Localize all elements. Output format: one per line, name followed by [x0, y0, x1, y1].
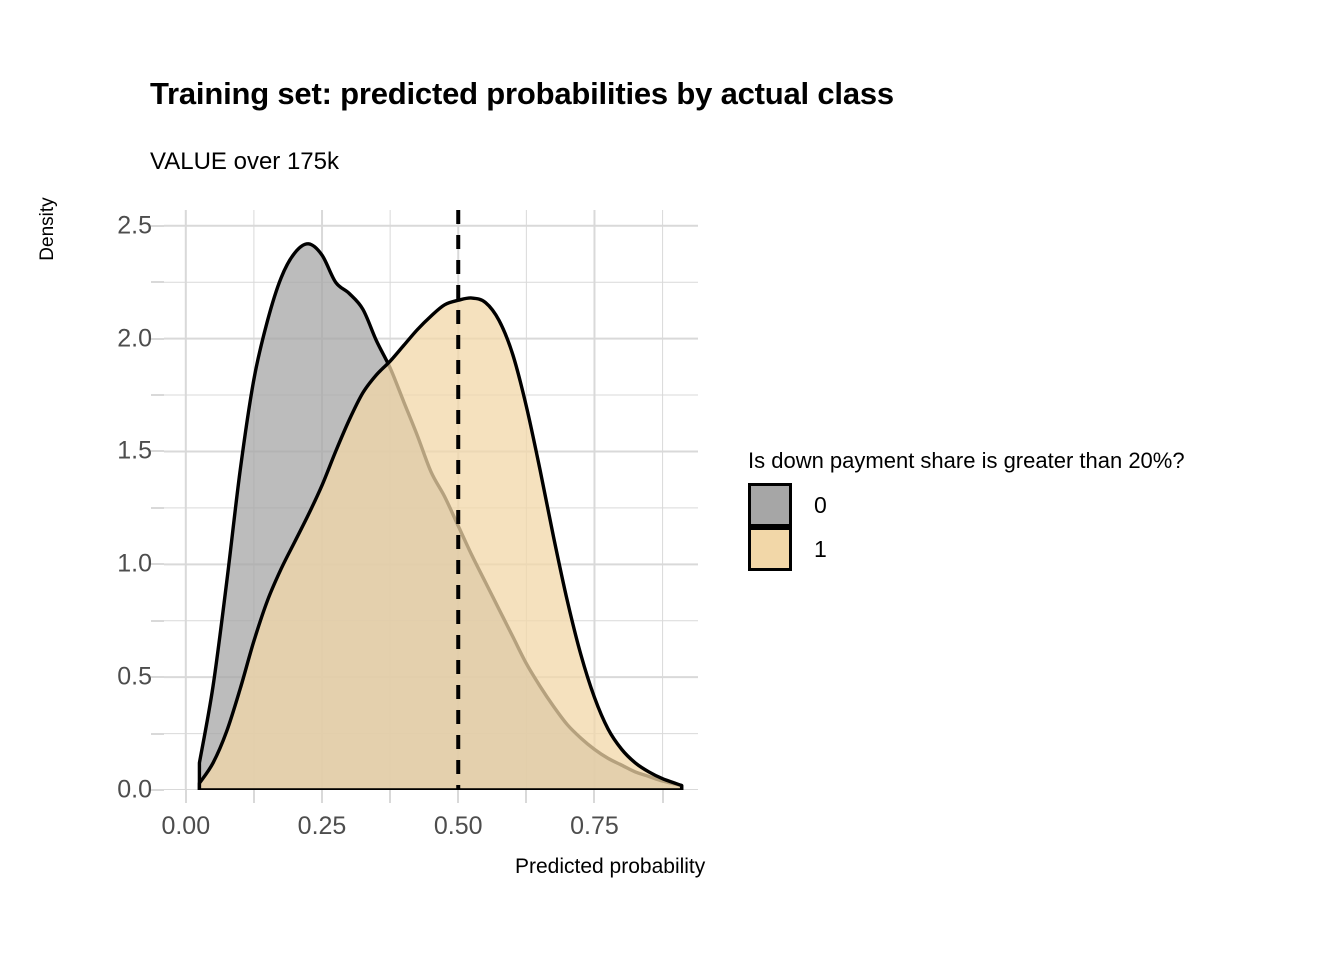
tick-mark: [661, 790, 664, 803]
tick-mark: [389, 790, 392, 803]
density-areas: [197, 242, 684, 790]
x-tick-label: 0.25: [297, 812, 347, 840]
tick-mark: [151, 676, 164, 679]
y-tick-label: 1.0: [117, 549, 152, 578]
tick-mark: [457, 790, 460, 803]
legend-key-swatch-0: [748, 483, 792, 527]
density-area-class-1: [199, 297, 682, 790]
tick-mark: [151, 506, 164, 509]
page-title: Training set: predicted probabilities by…: [150, 76, 894, 111]
tick-mark: [321, 790, 324, 803]
x-axis-title: Predicted probability: [515, 855, 706, 878]
tick-mark: [252, 790, 255, 803]
legend: Is down payment share is greater than 20…: [748, 448, 1288, 571]
y-tick-label: 0.0: [117, 775, 152, 804]
legend-item-label: 0: [814, 491, 827, 518]
x-tick-label: 0.00: [161, 812, 211, 840]
legend-item-1[interactable]: 1: [748, 527, 1288, 571]
tick-mark: [151, 563, 164, 566]
y-tick-label: 1.5: [117, 436, 152, 465]
tick-mark: [184, 790, 187, 803]
legend-title: Is down payment share is greater than 20…: [748, 448, 1185, 473]
y-tick-label: 2.5: [117, 211, 152, 240]
legend-key-swatch-1: [748, 527, 792, 571]
tick-mark: [151, 619, 164, 622]
density-outline-class-1: [197, 296, 684, 790]
x-tick-label: 0.50: [433, 812, 483, 840]
tick-mark: [151, 281, 164, 284]
tick-mark: [151, 732, 164, 735]
tick-mark: [151, 394, 164, 397]
tick-mark: [525, 790, 528, 803]
tick-mark: [593, 790, 596, 803]
y-tick-label: 2.0: [117, 324, 152, 353]
y-axis-tick-labels: 0.0 0.5 1.0 1.5 2.0 2.5: [0, 0, 152, 960]
y-tick-label: 0.5: [117, 662, 152, 691]
page-subtitle: VALUE over 175k: [150, 148, 339, 175]
x-tick-label: 0.75: [570, 812, 619, 840]
legend-item-0[interactable]: 0: [748, 483, 1288, 527]
plot-panel: [164, 210, 698, 790]
density-plot-svg: [164, 210, 698, 790]
tick-mark: [151, 224, 164, 227]
legend-item-label: 1: [814, 535, 827, 562]
tick-mark: [151, 450, 164, 453]
tick-mark: [151, 337, 164, 340]
tick-mark: [151, 789, 164, 791]
